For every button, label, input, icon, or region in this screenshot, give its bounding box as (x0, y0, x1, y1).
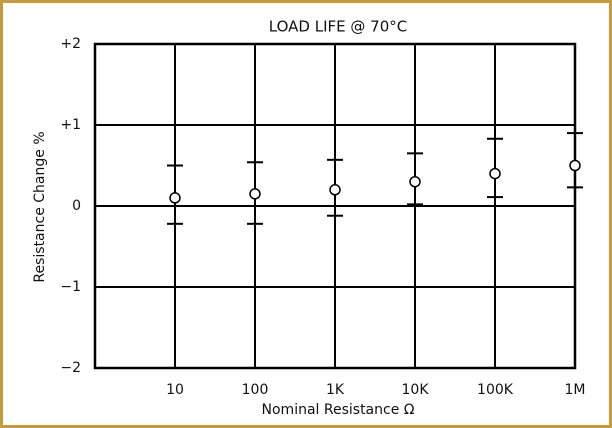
x-tick-label: 1K (326, 382, 345, 398)
y-tick-label: −1 (60, 279, 81, 295)
chart-title: LOAD LIFE @ 70°C (269, 18, 407, 36)
point (569, 159, 581, 172)
y-tick-label: −2 (60, 360, 81, 376)
point (169, 192, 181, 204)
point (329, 184, 341, 196)
point (489, 167, 501, 180)
x-axis-label: Nominal Resistance Ω (262, 402, 415, 418)
y-axis-label: Resistance Change % (32, 131, 48, 282)
x-tick-label: 1M (565, 382, 586, 398)
point (249, 188, 261, 200)
y-tick-label: +2 (60, 36, 81, 52)
y-tick-label: 0 (72, 198, 81, 214)
x-tick-label: 100K (477, 382, 514, 398)
x-tick-label: 10K (402, 382, 430, 398)
y-tick-label: +1 (60, 117, 81, 133)
plot-border (93, 42, 577, 370)
x-tick-label: 10 (166, 382, 184, 398)
point (409, 175, 421, 188)
x-tick-label: 100 (242, 382, 269, 398)
